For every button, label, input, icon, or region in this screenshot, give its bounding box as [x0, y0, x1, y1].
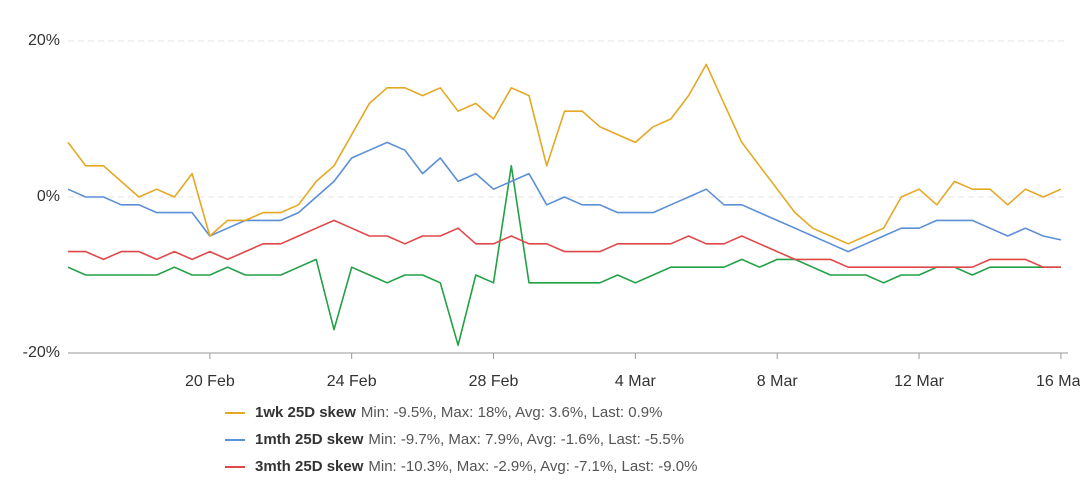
x-tick-label: 12 Mar: [894, 373, 944, 390]
x-tick-label: 20 Feb: [185, 373, 235, 390]
x-tick-label: 8 Mar: [757, 373, 799, 390]
legend-name: 3mth 25D skew: [255, 458, 364, 475]
x-tick-label: 16 Mar: [1036, 373, 1080, 390]
x-tick-label: 28 Feb: [469, 373, 519, 390]
legend-stats: Min: -9.5%, Max: 18%, Avg: 3.6%, Last: 0…: [361, 404, 663, 421]
y-tick-label: 20%: [28, 32, 60, 49]
legend-name: 1wk 25D skew: [255, 404, 356, 421]
x-tick-label: 4 Mar: [615, 373, 657, 390]
series-line: [68, 219, 1061, 268]
series-line: [67, 141, 1062, 253]
legend-name: 1mth 25D skew: [255, 431, 364, 448]
legend-stats: Min: -10.3%, Max: -2.9%, Avg: -7.1%, Las…: [368, 458, 697, 475]
legend-entry: 1mth 25D skew Min: -9.7%, Max: 7.9%, Avg:…: [255, 431, 684, 448]
legend-entry: 3mth 25D skew Min: -10.3%, Max: -2.9%, Av…: [255, 458, 697, 475]
series-line: [67, 165, 1061, 346]
y-tick-label: 0%: [37, 188, 60, 205]
legend-stats: Min: -9.7%, Max: 7.9%, Avg: -1.6%, Last:…: [368, 431, 684, 448]
series-line: [67, 63, 1062, 245]
legend-entry: 1wk 25D skew Min: -9.5%, Max: 18%, Avg: 3…: [255, 404, 662, 421]
y-tick-label: -20%: [23, 344, 60, 361]
x-tick-label: 24 Feb: [327, 373, 377, 390]
